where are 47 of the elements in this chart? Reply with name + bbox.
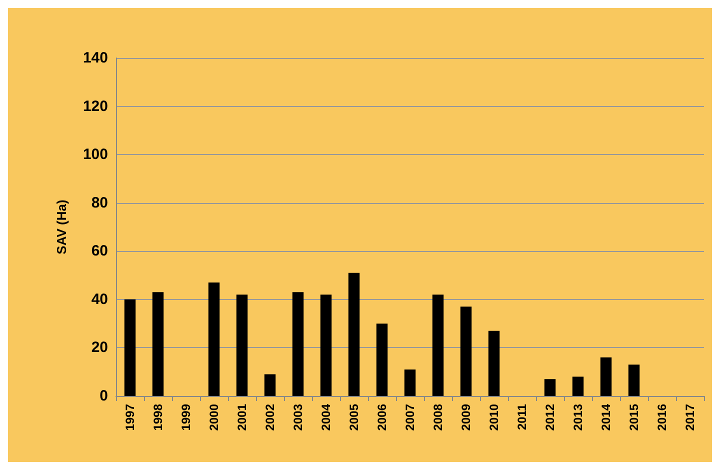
x-tick-label: 1997 — [123, 404, 137, 431]
bar — [628, 364, 640, 396]
bar — [600, 357, 612, 396]
x-tick-label: 2011 — [515, 404, 529, 430]
x-tick-label: 2002 — [263, 404, 277, 431]
x-tick-label: 2006 — [375, 404, 389, 431]
y-tick-label: 60 — [91, 242, 108, 260]
y-tick-label: 80 — [91, 194, 108, 212]
bar — [320, 294, 332, 396]
y-axis-title: SAV (Ha) — [54, 200, 69, 254]
bar — [404, 369, 416, 396]
x-tick-label: 1998 — [151, 404, 165, 431]
x-tick-label: 2012 — [543, 404, 557, 431]
y-tick-label: 20 — [91, 339, 108, 356]
bar — [124, 299, 136, 396]
x-tick-label: 2004 — [319, 404, 333, 431]
bar — [376, 324, 388, 396]
bar — [432, 294, 444, 396]
x-tick-label: 2007 — [403, 404, 417, 431]
bar — [264, 374, 276, 396]
y-tick-label: 100 — [82, 146, 108, 164]
y-tick-label: 120 — [82, 98, 108, 115]
x-tick-label: 2000 — [207, 404, 221, 431]
x-tick-label: 2009 — [459, 404, 473, 431]
bar — [152, 292, 164, 396]
bar — [572, 376, 584, 396]
bar — [292, 292, 304, 396]
bar — [460, 306, 472, 396]
x-tick-label: 2013 — [571, 404, 585, 431]
x-tick-label: 2015 — [627, 404, 641, 431]
x-tick-label: 2001 — [235, 404, 249, 431]
y-tick-label: 0 — [100, 388, 108, 404]
x-tick-label: 2016 — [655, 404, 669, 431]
x-tick-label: 2010 — [487, 404, 501, 431]
x-tick-label: 2008 — [431, 404, 445, 431]
y-tick-label: 40 — [91, 290, 108, 308]
y-tick-label: 140 — [82, 50, 108, 66]
x-tick-label: 2003 — [291, 404, 305, 431]
bar — [208, 282, 220, 396]
bar — [348, 272, 360, 396]
bar — [488, 330, 500, 396]
x-tick-label: 2014 — [599, 404, 613, 431]
bar — [544, 379, 556, 396]
x-tick-label: 1999 — [179, 404, 193, 431]
x-tick-label: 2017 — [683, 404, 697, 431]
x-tick-label: 2005 — [347, 404, 361, 431]
bar — [236, 294, 248, 396]
